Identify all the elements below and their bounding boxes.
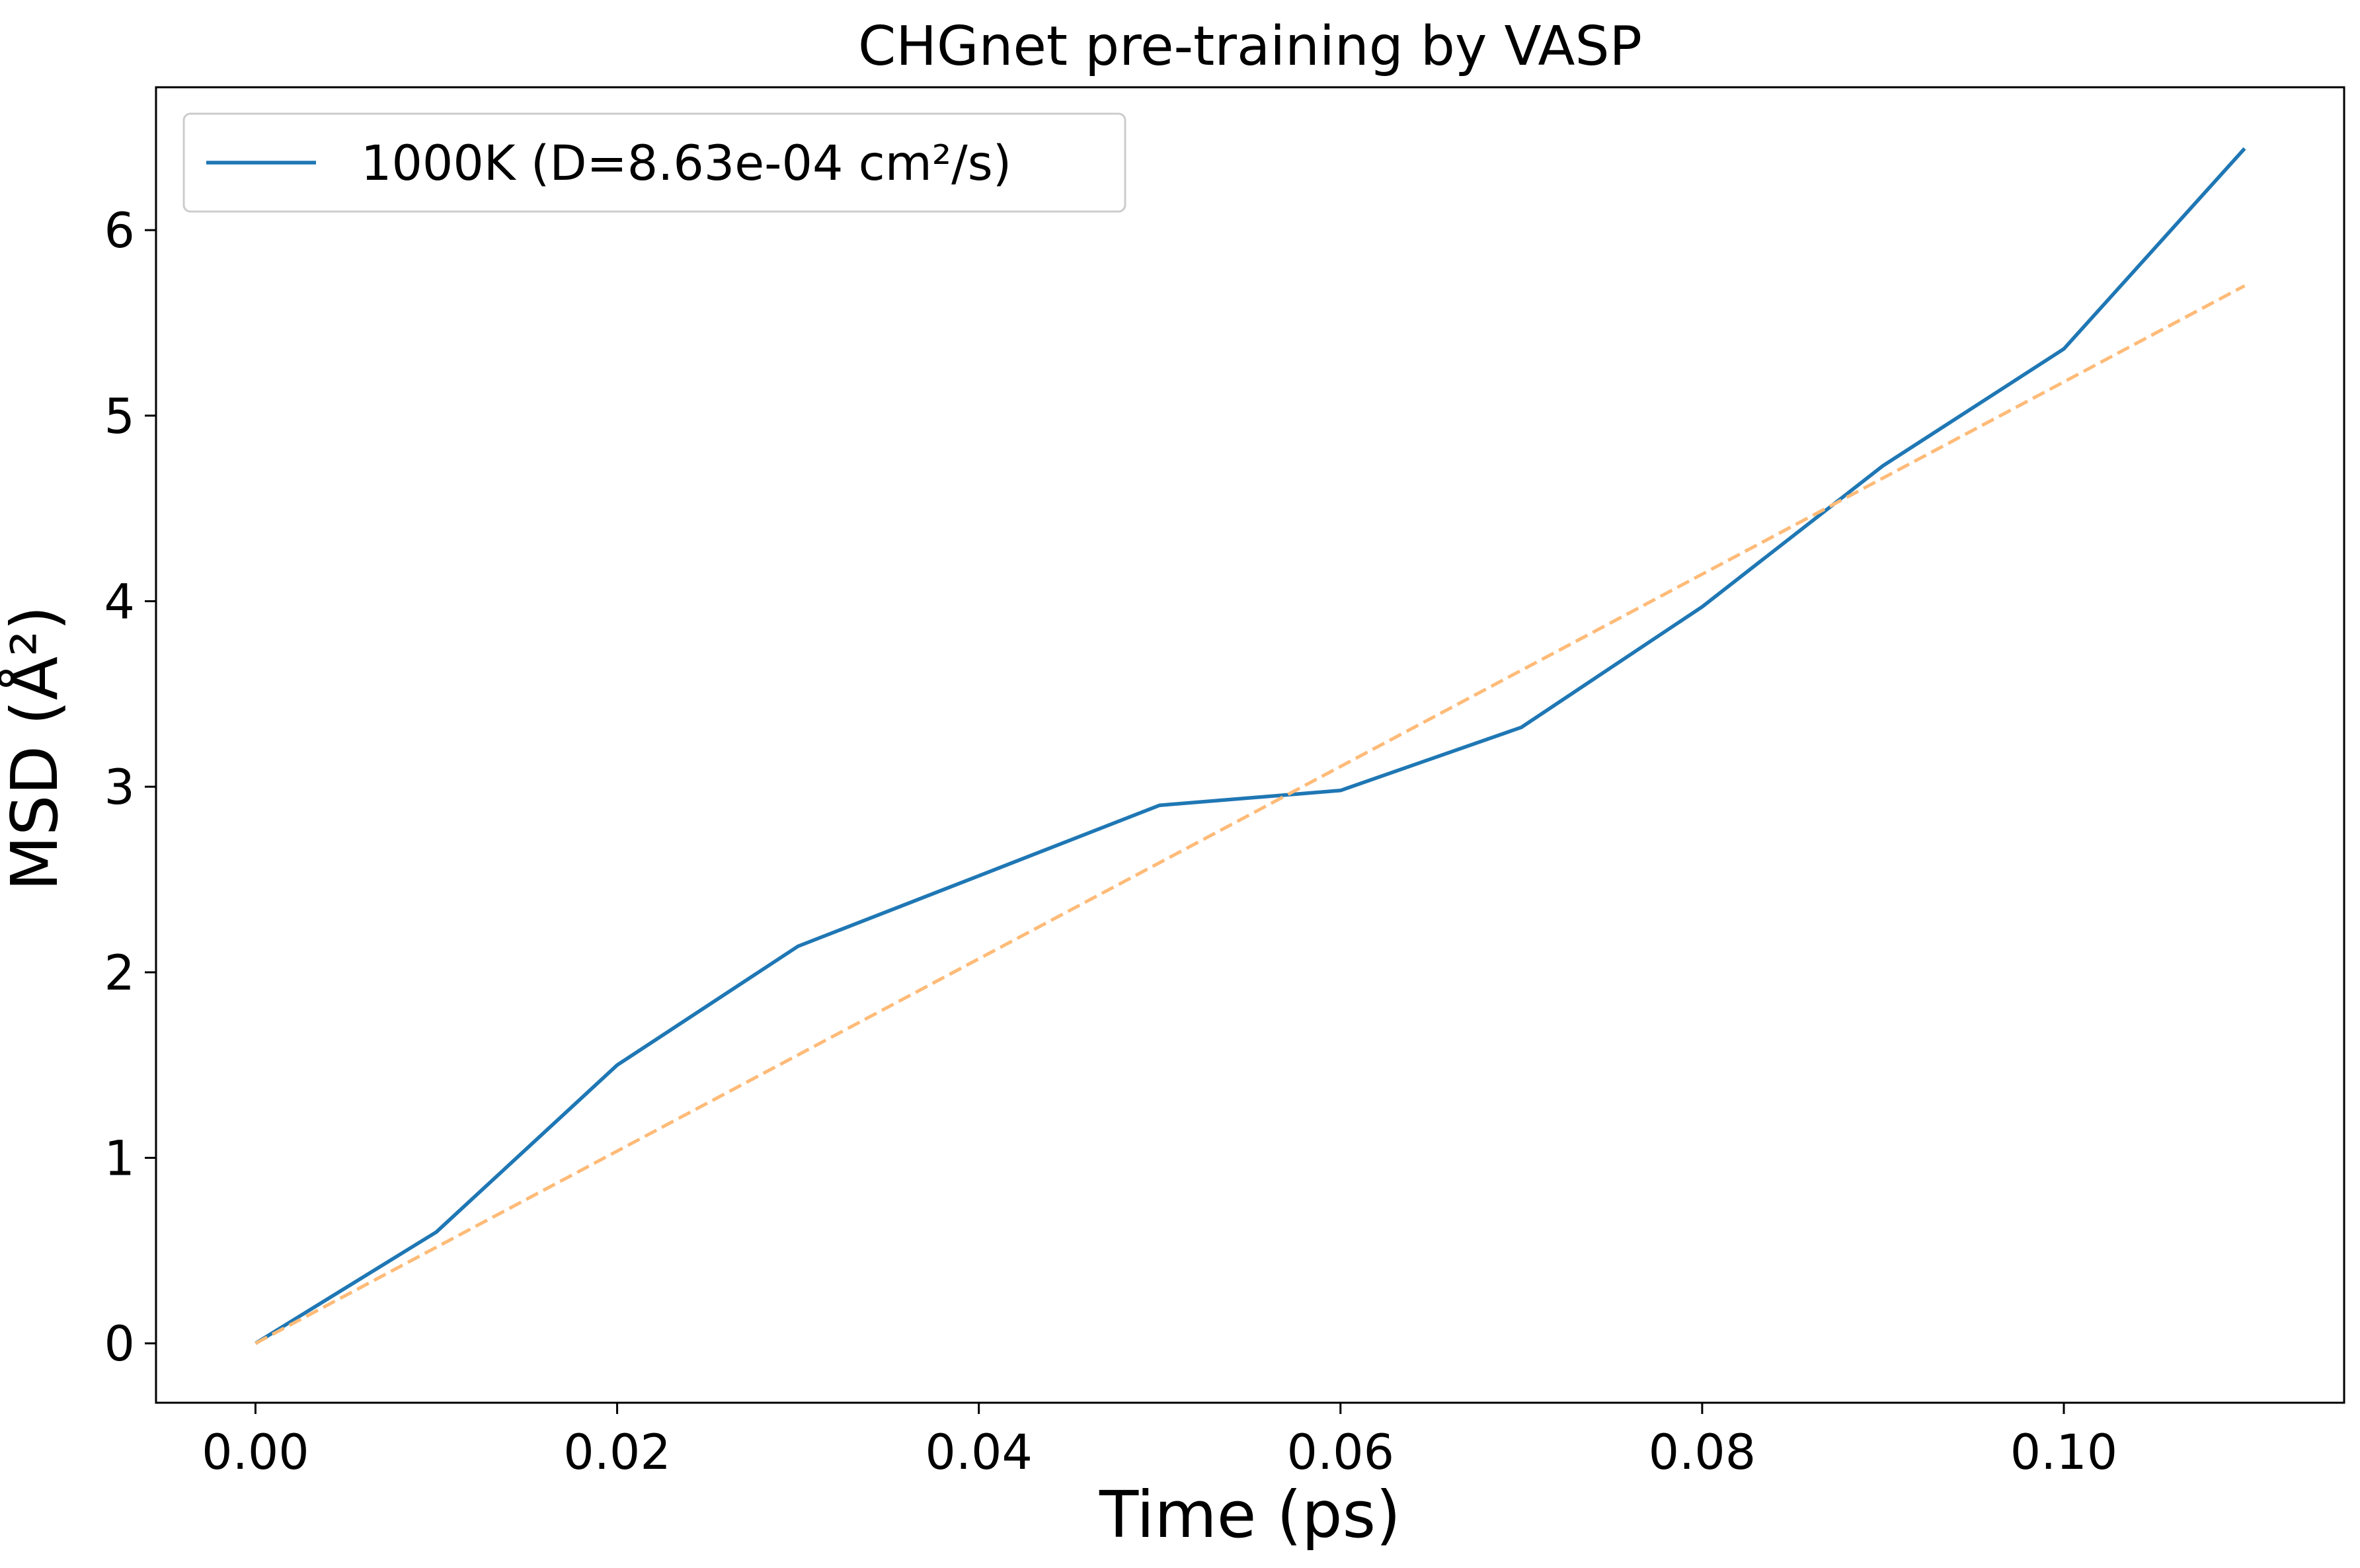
series-group	[255, 147, 2246, 1345]
fit-line-dashed	[255, 284, 2246, 1345]
plot-area: 0.00 0.02 0.04 0.06 0.08 0.10 0 1 2 3 4 5 6	[104, 86, 2345, 1481]
y-tick-label: 1	[104, 1131, 135, 1187]
legend-box	[182, 112, 1126, 213]
legend-label: 1000K (D=8.63e-04 cm²/s)	[361, 136, 1011, 192]
y-tick-label: 0	[104, 1316, 135, 1372]
y-tick-label: 5	[104, 389, 135, 445]
y-tick-label: 3	[104, 760, 135, 816]
x-tick-label: 0.06	[1287, 1425, 1395, 1481]
x-tick-label: 0.04	[925, 1425, 1033, 1481]
legend: 1000K (D=8.63e-04 cm²/s)	[182, 112, 1126, 213]
y-axis-label: MSD (Å²)	[0, 606, 72, 891]
x-tick-label: 0.00	[202, 1425, 309, 1481]
y-tick-label: 2	[104, 945, 135, 1001]
x-tick-label: 0.10	[2010, 1425, 2118, 1481]
x-tick-label: 0.02	[563, 1425, 671, 1481]
y-tick-label: 6	[104, 203, 135, 259]
axes-frame	[155, 86, 2345, 1404]
x-axis-label: Time (ps)	[1099, 1477, 1401, 1552]
y-tick-label: 4	[104, 574, 135, 630]
msd-series-line	[255, 147, 2246, 1345]
chart-title: CHGnet pre-training by VASP	[858, 15, 1642, 78]
x-tick-label: 0.08	[1649, 1425, 1756, 1481]
